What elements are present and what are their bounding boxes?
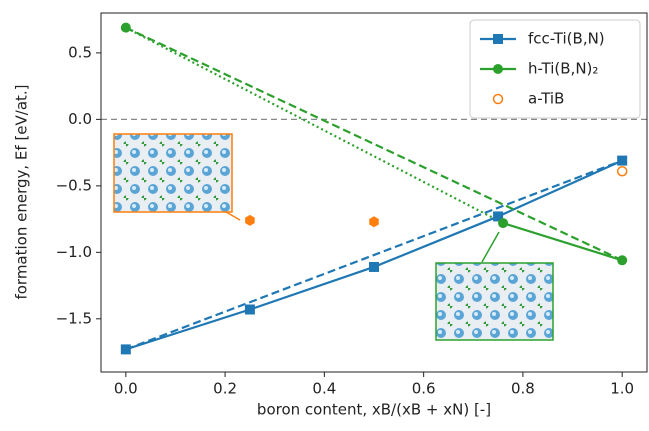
inset-arrow [481, 231, 500, 263]
line [125, 159, 623, 351]
inset-image [113, 133, 233, 213]
marker [120, 344, 131, 355]
legend-box [469, 19, 641, 119]
marker [616, 165, 628, 177]
legend-marker [492, 93, 504, 105]
y-tick-label: −1.5 [56, 309, 92, 327]
legend-label: h-Ti(B,N)₂ [528, 60, 598, 78]
x-tick-label: 0.8 [511, 380, 535, 398]
marker [498, 218, 509, 229]
y-tick-label: −1.0 [56, 243, 92, 261]
legend-marker [493, 34, 503, 44]
x-tick-label: 0.6 [412, 380, 436, 398]
inset-arrow [225, 211, 241, 221]
marker [617, 255, 628, 266]
legend-label: a-TiB [528, 90, 564, 108]
marker [617, 155, 628, 166]
marker [245, 214, 255, 226]
y-axis-label: formation energy, Ef [eV/at.] [13, 84, 31, 299]
x-tick-label: 0.2 [213, 380, 237, 398]
line [125, 26, 504, 225]
marker [493, 211, 504, 222]
marker [369, 216, 379, 228]
x-tick-label: 0.4 [312, 380, 336, 398]
line [502, 222, 623, 262]
line [125, 26, 623, 262]
legend-marker [493, 64, 503, 74]
y-tick-label: −0.5 [56, 176, 92, 194]
legend-label: fcc-Ti(B,N) [528, 30, 605, 48]
x-tick-label: 1.0 [610, 380, 634, 398]
inset-image [435, 262, 554, 341]
marker [120, 22, 131, 33]
x-tick-label: 0.0 [114, 380, 138, 398]
y-tick-label: 0.0 [68, 110, 92, 128]
plot-frame [100, 12, 648, 373]
y-tick-label: 0.5 [68, 43, 92, 61]
marker [244, 304, 255, 315]
marker [369, 261, 379, 272]
x-axis-label: boron content, xB/(xB + xN) [-] [257, 401, 491, 419]
